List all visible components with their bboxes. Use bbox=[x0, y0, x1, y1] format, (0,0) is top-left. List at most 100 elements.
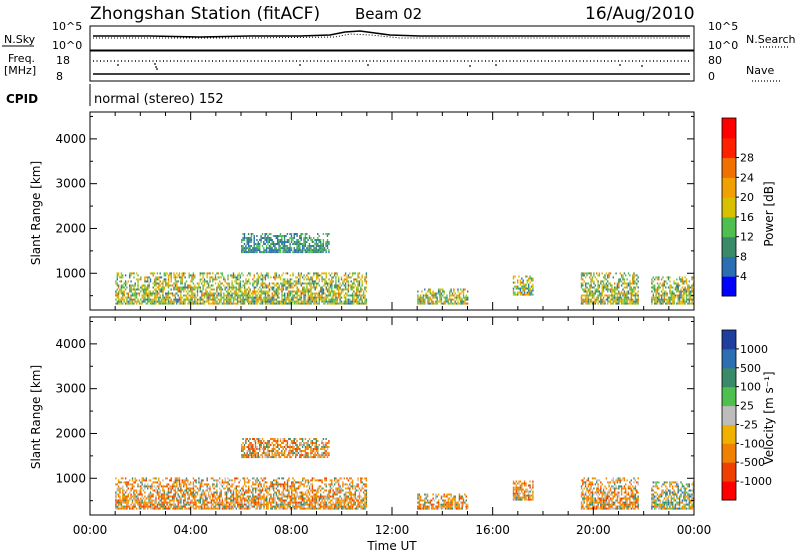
power-echo-cell bbox=[140, 290, 142, 293]
power-echo-cell bbox=[277, 235, 279, 237]
power-echo-cell bbox=[187, 296, 189, 299]
velocity-echo-cell bbox=[213, 483, 215, 486]
power-echo-cell bbox=[187, 298, 189, 301]
power-echo-cell bbox=[250, 300, 253, 303]
power-echo-cell bbox=[685, 292, 688, 295]
velocity-echo-cell bbox=[242, 485, 244, 488]
velocity-echo-cell bbox=[291, 497, 293, 500]
velocity-echo-cell bbox=[159, 483, 161, 486]
power-echo-cell bbox=[465, 298, 467, 301]
velocity-echo-cell bbox=[306, 507, 308, 510]
velocity-echo-cell bbox=[286, 503, 289, 506]
velocity-echo-cell bbox=[115, 491, 117, 494]
velocity-echo-cell bbox=[117, 503, 120, 506]
power-echo-cell bbox=[308, 288, 311, 291]
power-echo-cell bbox=[171, 300, 174, 303]
velocity-echo-cell bbox=[127, 499, 129, 502]
power-echo-cell bbox=[583, 288, 585, 291]
power-echo-cell bbox=[295, 284, 297, 287]
velocity-echo-cell bbox=[212, 499, 214, 502]
power-echo-cell bbox=[266, 300, 268, 303]
power-echo-cell bbox=[324, 282, 326, 285]
velocity-echo-cell bbox=[212, 485, 214, 488]
velocity-echo-cell bbox=[277, 483, 279, 486]
power-echo-cell bbox=[245, 290, 247, 293]
power-echo-cell bbox=[665, 302, 667, 305]
velocity-echo-cell bbox=[289, 501, 291, 504]
power-echo-cell bbox=[282, 280, 285, 283]
velocity-echo-cell bbox=[291, 481, 293, 484]
power-echo-cell bbox=[242, 237, 244, 239]
power-echo-cell bbox=[347, 288, 350, 291]
power-echo-cell bbox=[422, 300, 425, 303]
velocity-echo-cell bbox=[293, 489, 296, 492]
power-echo-cell bbox=[619, 280, 621, 283]
power-echo-cell bbox=[598, 294, 601, 297]
power-echo-cell bbox=[674, 286, 677, 289]
velocity-echo-cell bbox=[177, 487, 179, 490]
power-echo-cell bbox=[277, 276, 279, 279]
velocity-echo-cell bbox=[246, 495, 249, 498]
power-echo-cell bbox=[303, 286, 305, 289]
velocity-echo-cell bbox=[219, 495, 221, 498]
power-echo-cell bbox=[306, 274, 308, 277]
power-echo-cell bbox=[263, 286, 265, 289]
power-echo-cell bbox=[174, 274, 177, 277]
velocity-echo-cell bbox=[256, 497, 258, 500]
velocity-echo-cell bbox=[267, 487, 269, 490]
velocity-echo-cell bbox=[148, 505, 150, 508]
velocity-echo-cell bbox=[350, 503, 352, 506]
velocity-echo-cell bbox=[320, 495, 322, 498]
power-echo-cell bbox=[637, 290, 639, 293]
power-echo-cell bbox=[532, 285, 534, 288]
velocity-echo-cell bbox=[278, 477, 280, 480]
velocity-echo-cell bbox=[160, 493, 163, 496]
power-echo-cell bbox=[622, 300, 624, 303]
velocity-echo-cell bbox=[261, 489, 264, 492]
power-echo-cell bbox=[192, 292, 195, 295]
power-echo-cell bbox=[267, 276, 269, 279]
velocity-echo-cell bbox=[185, 485, 188, 488]
velocity-echo-cell bbox=[130, 489, 132, 492]
velocity-echo-cell bbox=[205, 497, 207, 500]
power-echo-cell bbox=[181, 286, 183, 289]
power-echo-cell bbox=[142, 294, 145, 297]
power-echo-cell bbox=[636, 302, 638, 305]
power-echo-cell bbox=[120, 274, 123, 277]
velocity-echo-cell bbox=[320, 501, 322, 504]
velocity-echo-cell bbox=[324, 497, 326, 500]
power-echo-cell bbox=[314, 249, 316, 252]
velocity-echo-cell bbox=[242, 493, 244, 496]
power-echo-cell bbox=[180, 296, 182, 299]
velocity-echo-cell bbox=[346, 499, 348, 502]
power-echo-cell bbox=[256, 249, 258, 252]
power-echo-cell bbox=[133, 292, 135, 295]
velocity-echo-cell bbox=[227, 507, 229, 510]
velocity-echo-cell bbox=[230, 485, 232, 488]
velocity-echo-cell bbox=[201, 497, 203, 500]
velocity-echo-cell bbox=[174, 477, 177, 480]
power-echo-cell bbox=[687, 286, 689, 289]
velocity-echo-cell bbox=[185, 483, 188, 486]
power-echo-cell bbox=[253, 282, 255, 285]
power-echo-cell bbox=[212, 284, 214, 287]
power-echo-cell bbox=[335, 278, 337, 281]
velocity-echo-cell bbox=[338, 483, 340, 486]
velocity-echo-cell bbox=[256, 507, 258, 510]
power-echo-cell bbox=[289, 243, 291, 245]
power-echo-cell bbox=[206, 290, 208, 293]
velocity-echo-cell bbox=[220, 483, 222, 486]
power-echo-cell bbox=[192, 294, 195, 297]
power-echo-cell bbox=[340, 292, 343, 295]
power-echo-cell bbox=[332, 302, 334, 305]
power-echo-cell bbox=[288, 239, 290, 241]
velocity-echo-cell bbox=[130, 495, 132, 498]
velocity-echo-cell bbox=[231, 505, 233, 508]
velocity-echo-cell bbox=[183, 485, 185, 488]
power-echo-cell bbox=[325, 286, 327, 289]
power-echo-cell bbox=[199, 290, 201, 293]
power-echo-cell bbox=[637, 276, 639, 279]
velocity-echo-cell bbox=[303, 497, 305, 500]
power-echo-cell bbox=[260, 296, 262, 299]
power-echo-cell bbox=[446, 300, 448, 303]
